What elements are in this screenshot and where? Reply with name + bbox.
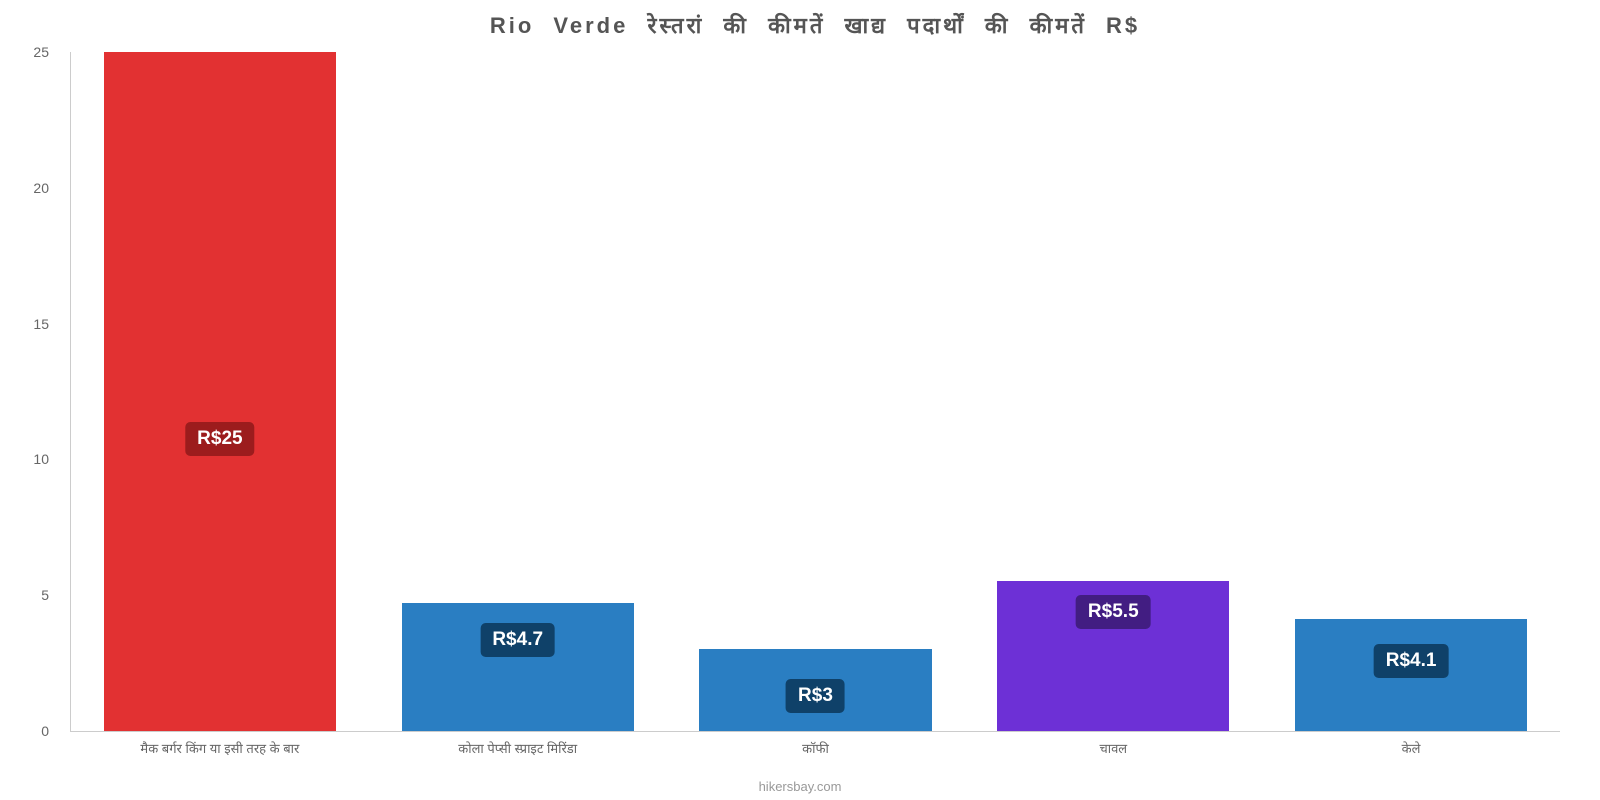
x-label-4: केले: [1262, 739, 1560, 757]
value-label-0: R$25: [185, 422, 254, 456]
bars-region: R$25 R$4.7 R$3 R$5.5: [71, 52, 1560, 731]
y-tick-25: 25: [33, 44, 49, 60]
bar-slot-0: R$25: [71, 52, 369, 731]
value-label-3: R$5.5: [1076, 595, 1151, 629]
bar-1: R$4.7: [402, 603, 634, 731]
y-tick-5: 5: [41, 587, 49, 603]
x-label-3: चावल: [964, 739, 1262, 757]
chart-container: Rio Verde रेस्तरां की कीमतें खाद्य पदार्…: [0, 0, 1600, 800]
x-axis-labels: मैक बर्गर किंग या इसी तरह के बार कोला पे…: [71, 739, 1560, 757]
value-label-4: R$4.1: [1374, 644, 1449, 678]
chart-title: Rio Verde रेस्तरां की कीमतें खाद्य पदार्…: [70, 10, 1560, 40]
value-label-1: R$4.7: [480, 623, 555, 657]
y-tick-10: 10: [33, 451, 49, 467]
x-label-0: मैक बर्गर किंग या इसी तरह के बार: [71, 739, 369, 757]
bar-4: R$4.1: [1295, 619, 1527, 731]
source-attribution: hikersbay.com: [0, 779, 1600, 794]
bar-slot-3: R$5.5: [964, 52, 1262, 731]
bar-2: R$3: [699, 649, 931, 731]
y-tick-20: 20: [33, 180, 49, 196]
value-label-2: R$3: [786, 679, 845, 713]
x-label-1: कोला पेप्सी स्प्राइट मिरिंडा: [369, 739, 667, 757]
bar-slot-4: R$4.1: [1262, 52, 1560, 731]
y-tick-0: 0: [41, 723, 49, 739]
y-tick-15: 15: [33, 316, 49, 332]
bar-slot-2: R$3: [667, 52, 965, 731]
bar-3: R$5.5: [997, 581, 1229, 731]
bar-slot-1: R$4.7: [369, 52, 667, 731]
plot-area: 25 20 15 10 5 0 R$25 R$4.7 R: [70, 52, 1560, 732]
bar-0: R$25: [104, 52, 336, 731]
x-label-2: कॉफी: [667, 739, 965, 757]
